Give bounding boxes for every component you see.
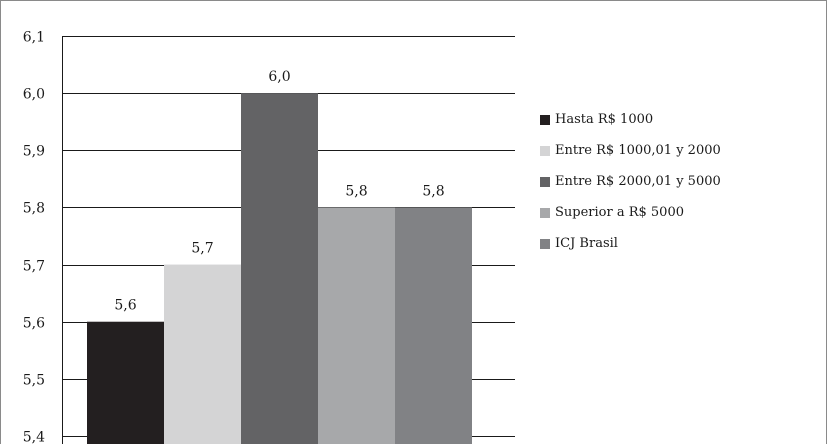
legend-label: Hasta R$ 1000 <box>555 112 654 127</box>
legend-label: Superior a R$ 5000 <box>555 205 684 220</box>
bar <box>87 321 164 444</box>
bar <box>164 264 241 444</box>
legend-label: Entre R$ 1000,01 y 2000 <box>555 143 721 158</box>
legend-item: Entre R$ 2000,01 y 5000 <box>540 166 721 197</box>
legend-label: ICJ Brasil <box>555 236 618 251</box>
y-tick-label: 5,8 <box>23 201 45 217</box>
y-tick-label: 6,0 <box>23 87 45 103</box>
legend-label: Entre R$ 2000,01 y 5000 <box>555 174 721 189</box>
legend-swatch <box>540 114 550 125</box>
y-tick-label: 5,9 <box>23 144 45 160</box>
legend: Hasta R$ 1000 Entre R$ 1000,01 y 2000 Entr… <box>540 104 721 259</box>
legend-swatch <box>540 238 550 249</box>
data-label: 5,6 <box>114 298 136 314</box>
legend-swatch <box>540 207 550 218</box>
y-tick-label: 5,5 <box>23 373 45 389</box>
y-tick-label: 5,6 <box>23 316 45 332</box>
y-tick-label: 5,4 <box>23 430 45 444</box>
legend-swatch <box>540 145 550 156</box>
data-label: 6,0 <box>268 69 290 85</box>
bar <box>395 207 472 444</box>
data-label: 5,8 <box>422 183 444 199</box>
y-tick-label: 5,7 <box>23 259 45 275</box>
legend-item: Hasta R$ 1000 <box>540 104 721 135</box>
data-label: 5,7 <box>191 241 213 257</box>
legend-item: Entre R$ 1000,01 y 2000 <box>540 135 721 166</box>
y-tick-label: 6,1 <box>23 30 45 46</box>
data-label: 5,8 <box>345 183 367 199</box>
bar <box>318 207 395 444</box>
bar <box>241 93 318 444</box>
legend-item: Superior a R$ 5000 <box>540 197 721 228</box>
legend-swatch <box>540 176 550 187</box>
legend-item: ICJ Brasil <box>540 228 721 259</box>
